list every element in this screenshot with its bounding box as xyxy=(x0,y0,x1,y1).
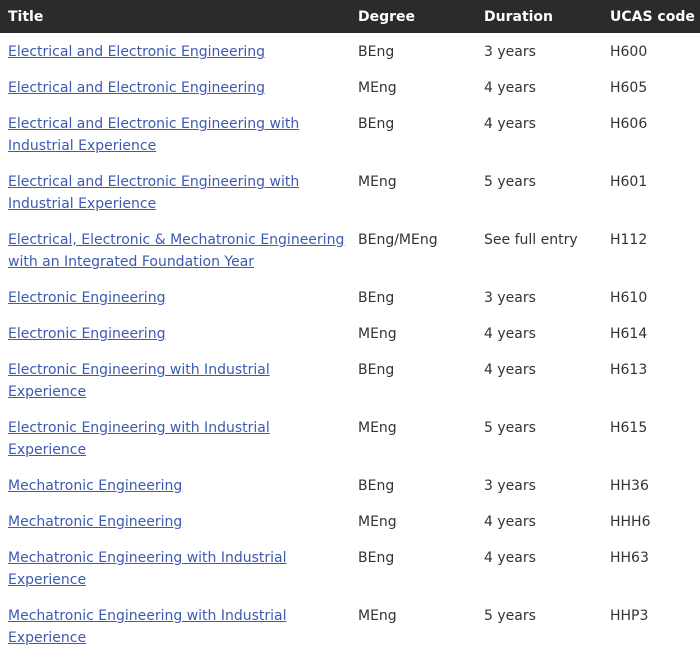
course-link[interactable]: Electronic Engineering with Industrial E… xyxy=(8,420,270,458)
course-link[interactable]: Electrical and Electronic Engineering wi… xyxy=(8,116,300,154)
course-link[interactable]: Electronic Engineering xyxy=(8,290,166,306)
degree-cell: BEng/MEng xyxy=(358,232,438,248)
table-row: Mechatronic Engineering MEng 4 years HHH… xyxy=(0,503,700,539)
table-row: Electronic Engineering with Industrial E… xyxy=(0,409,700,467)
duration-cell: 4 years xyxy=(484,362,536,378)
table-row: Electronic Engineering BEng 3 years H610 xyxy=(0,279,700,315)
title-cell: Electrical and Electronic Engineering wi… xyxy=(0,105,358,163)
title-cell: Electrical and Electronic Engineering xyxy=(0,69,358,105)
ucas-code-cell: H601 xyxy=(610,174,648,190)
table-body: Electrical and Electronic Engineering BE… xyxy=(0,33,700,655)
header-duration: Duration xyxy=(484,0,610,33)
ucas-code-cell: H112 xyxy=(610,232,648,248)
degree-cell: BEng xyxy=(358,44,395,60)
table-row: Mechatronic Engineering with Industrial … xyxy=(0,597,700,655)
degree-cell: MEng xyxy=(358,174,397,190)
ucas-code-cell: HHP3 xyxy=(610,608,649,624)
title-cell: Electrical and Electronic Engineering wi… xyxy=(0,163,358,221)
degree-cell: BEng xyxy=(358,290,395,306)
course-link[interactable]: Mechatronic Engineering xyxy=(8,514,183,530)
ucas-code-cell: HH36 xyxy=(610,478,649,494)
duration-cell: 4 years xyxy=(484,550,536,566)
title-cell: Electrical, Electronic & Mechatronic Eng… xyxy=(0,221,358,279)
table-row: Electrical and Electronic Engineering BE… xyxy=(0,33,700,69)
degree-cell: BEng xyxy=(358,116,395,132)
ucas-code-cell: H610 xyxy=(610,290,648,306)
duration-cell: 4 years xyxy=(484,326,536,342)
degree-cell: BEng xyxy=(358,478,395,494)
title-cell: Electronic Engineering with Industrial E… xyxy=(0,351,358,409)
table-row: Mechatronic Engineering with Industrial … xyxy=(0,539,700,597)
ucas-code-cell: H606 xyxy=(610,116,648,132)
title-cell: Electronic Engineering xyxy=(0,279,358,315)
duration-cell: 5 years xyxy=(484,608,536,624)
duration-cell: 4 years xyxy=(484,514,536,530)
duration-cell: 3 years xyxy=(484,44,536,60)
ucas-code-cell: H614 xyxy=(610,326,648,342)
ucas-code-cell: H615 xyxy=(610,420,648,436)
table-row: Electronic Engineering MEng 4 years H614 xyxy=(0,315,700,351)
degree-cell: MEng xyxy=(358,326,397,342)
title-cell: Mechatronic Engineering with Industrial … xyxy=(0,597,358,655)
course-link[interactable]: Mechatronic Engineering with Industrial … xyxy=(8,608,287,646)
course-link[interactable]: Mechatronic Engineering xyxy=(8,478,183,494)
course-link[interactable]: Electrical, Electronic & Mechatronic Eng… xyxy=(8,232,345,270)
course-link[interactable]: Electronic Engineering xyxy=(8,326,166,342)
duration-cell: See full entry xyxy=(484,232,578,248)
title-cell: Mechatronic Engineering xyxy=(0,467,358,503)
ucas-code-cell: H613 xyxy=(610,362,648,378)
title-cell: Mechatronic Engineering xyxy=(0,503,358,539)
table-row: Electrical and Electronic Engineering wi… xyxy=(0,105,700,163)
duration-cell: 4 years xyxy=(484,80,536,96)
duration-cell: 4 years xyxy=(484,116,536,132)
degree-cell: MEng xyxy=(358,514,397,530)
degree-cell: BEng xyxy=(358,550,395,566)
course-link[interactable]: Electrical and Electronic Engineering xyxy=(8,80,266,96)
degree-cell: MEng xyxy=(358,80,397,96)
header-ucas-code: UCAS code xyxy=(610,0,700,33)
course-link[interactable]: Electrical and Electronic Engineering wi… xyxy=(8,174,300,212)
title-cell: Electronic Engineering with Industrial E… xyxy=(0,409,358,467)
duration-cell: 5 years xyxy=(484,420,536,436)
ucas-code-cell: HH63 xyxy=(610,550,649,566)
table-row: Mechatronic Engineering BEng 3 years HH3… xyxy=(0,467,700,503)
table-row: Electrical and Electronic Engineering wi… xyxy=(0,163,700,221)
duration-cell: 3 years xyxy=(484,478,536,494)
course-link[interactable]: Mechatronic Engineering with Industrial … xyxy=(8,550,287,588)
duration-cell: 3 years xyxy=(484,290,536,306)
header-degree: Degree xyxy=(358,0,484,33)
table-row: Electronic Engineering with Industrial E… xyxy=(0,351,700,409)
title-cell: Electronic Engineering xyxy=(0,315,358,351)
degree-cell: BEng xyxy=(358,362,395,378)
course-link[interactable]: Electrical and Electronic Engineering xyxy=(8,44,266,60)
duration-cell: 5 years xyxy=(484,174,536,190)
degree-cell: MEng xyxy=(358,420,397,436)
title-cell: Mechatronic Engineering with Industrial … xyxy=(0,539,358,597)
course-link[interactable]: Electronic Engineering with Industrial E… xyxy=(8,362,270,400)
ucas-code-cell: H600 xyxy=(610,44,648,60)
header-title: Title xyxy=(0,0,358,33)
ucas-code-cell: HHH6 xyxy=(610,514,651,530)
ucas-code-cell: H605 xyxy=(610,80,648,96)
table-header: Title Degree Duration UCAS code xyxy=(0,0,700,33)
degree-cell: MEng xyxy=(358,608,397,624)
title-cell: Electrical and Electronic Engineering xyxy=(0,33,358,69)
table-row: Electrical, Electronic & Mechatronic Eng… xyxy=(0,221,700,279)
header-row: Title Degree Duration UCAS code xyxy=(0,0,700,33)
table-row: Electrical and Electronic Engineering ME… xyxy=(0,69,700,105)
